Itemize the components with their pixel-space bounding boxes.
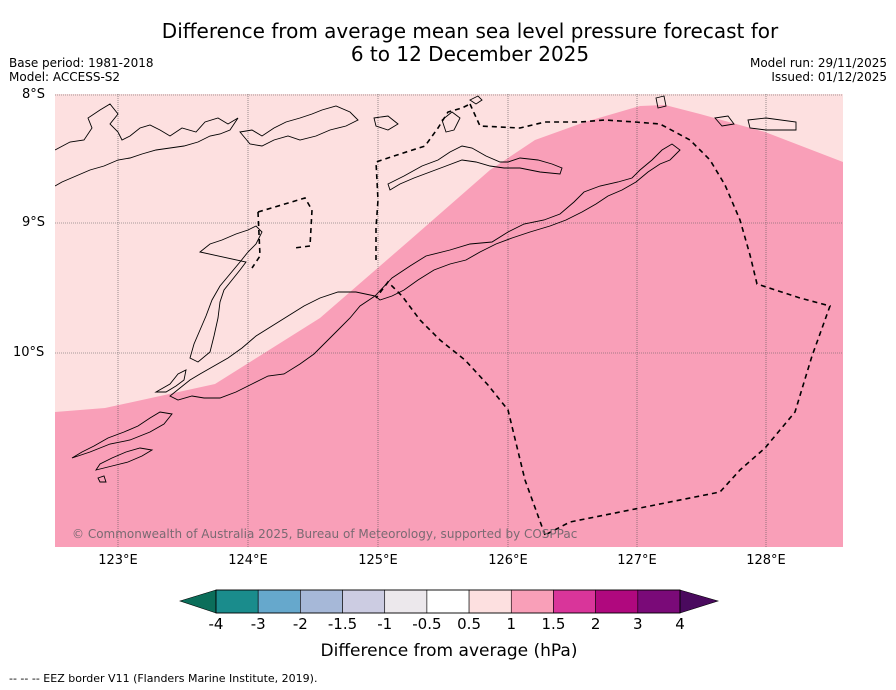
lon-label-123e: 123°E [98, 553, 138, 568]
footer-note: -- -- -- EEZ border V11 (Flanders Marine… [9, 672, 318, 685]
copyright-notice: © Commonwealth of Australia 2025, Bureau… [72, 527, 578, 541]
colorbar-cell-3 [342, 589, 386, 614]
colorbar-tick-7: 1 [506, 615, 517, 633]
lat-label-9s: 9°S [22, 215, 46, 230]
colorbar-cell-6 [468, 589, 512, 614]
base-period: Base period: 1981-2018 [9, 56, 154, 70]
colorbar-tick-1: -3 [250, 615, 266, 633]
colorbar-cell-7 [510, 589, 554, 614]
colorbar-tick-10: 3 [633, 615, 643, 633]
title-line-1: Difference from average mean sea level p… [161, 19, 779, 43]
colorbar-tick-5: -0.5 [412, 615, 442, 633]
colorbar-cell-1 [257, 589, 301, 614]
colorbar-tick-2: -2 [292, 615, 308, 633]
zone-high-fill [55, 105, 843, 547]
model-name: Model: ACCESS-S2 [9, 70, 121, 84]
gridlines [55, 94, 843, 547]
coastlines [55, 95, 797, 483]
colorbar-tick-8: 1.5 [541, 615, 566, 633]
colorbar-tick-4: -1 [377, 615, 393, 633]
lon-label-128e: 128°E [746, 553, 786, 568]
colorbar-cell-9 [595, 589, 639, 614]
issued-date: Issued: 01/12/2025 [771, 70, 887, 84]
colorbar-over-arrow [679, 589, 720, 614]
meta-right: Model run: 29/11/2025 Issued: 01/12/2025 [750, 56, 887, 84]
colorbar-cell-4 [384, 589, 428, 614]
title-line-2: 6 to 12 December 2025 [350, 42, 590, 66]
colorbar-cell-10 [637, 589, 681, 614]
colorbar-tick-9: 2 [590, 615, 601, 633]
chart-title: Difference from average mean sea level p… [140, 20, 800, 66]
colorbar-tick-0: -4 [208, 615, 224, 633]
lat-label-10s: 10°S [13, 345, 45, 360]
model-run: Model run: 29/11/2025 [749, 56, 887, 70]
colorbar-tick-6: 0.5 [457, 615, 481, 633]
colorbar-label: Difference from average (hPa) [320, 641, 578, 661]
colorbar-tick-11: 4 [675, 615, 685, 633]
colorbar-cell-0 [215, 589, 259, 614]
meta-left: Base period: 1981-2018 Model: ACCESS-S2 [9, 56, 154, 84]
colorbar-under-arrow [179, 589, 217, 614]
lat-label-8s: 8°S [22, 87, 46, 102]
colorbar-cell-8 [553, 589, 596, 614]
lon-label-125e: 125°E [358, 553, 398, 568]
colorbar-cell-5 [426, 589, 470, 614]
lon-label-127e: 127°E [617, 553, 657, 568]
lon-label-126e: 126°E [488, 553, 528, 568]
colorbar-cell-2 [300, 589, 343, 614]
eez-borders [251, 103, 832, 536]
colorbar-tick-3: -1.5 [327, 615, 358, 633]
lon-label-124e: 124°E [228, 553, 268, 568]
